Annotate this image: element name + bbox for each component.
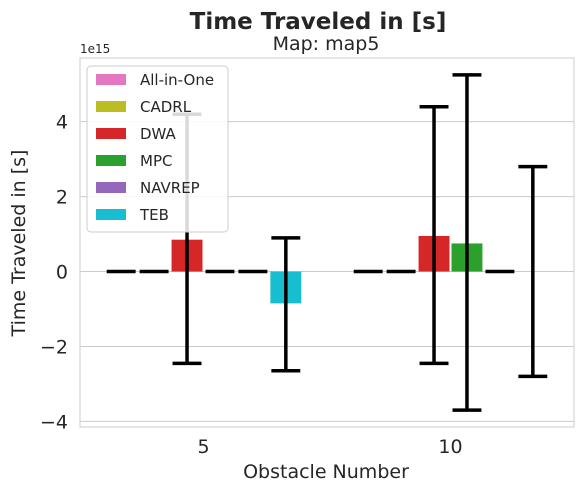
legend-label: DWA	[140, 125, 177, 143]
x-tick-label: 10	[438, 436, 462, 458]
y-axis-label: Time Traveled in [s]	[8, 150, 30, 338]
legend-swatch	[96, 155, 126, 166]
legend-swatch	[96, 209, 126, 220]
y-offset-label: 1e15	[80, 42, 110, 56]
legend-swatch	[96, 182, 126, 193]
legend-swatch	[96, 101, 126, 112]
ticks: −4 −2 0 2 4 5 10	[40, 112, 463, 458]
legend-label: MPC	[140, 152, 172, 170]
legend-swatch	[96, 74, 126, 85]
legend-swatch	[96, 128, 126, 139]
legend-label: TEB	[139, 206, 169, 224]
legend-label: NAVREP	[140, 179, 200, 197]
y-tick-label: −2	[40, 336, 68, 358]
y-tick-label: −4	[40, 411, 68, 433]
x-axis-label: Obstacle Number	[243, 461, 409, 483]
y-tick-label: 0	[56, 262, 68, 284]
legend-label: All-in-One	[140, 71, 214, 89]
chart-title: Time Traveled in [s]	[190, 9, 447, 35]
chart-subtitle: Map: map5	[273, 33, 380, 55]
bars	[171, 235, 483, 304]
y-tick-label: 4	[56, 112, 68, 134]
y-tick-label: 2	[56, 187, 68, 209]
x-tick-label: 5	[197, 436, 209, 458]
plot-frame	[79, 57, 575, 428]
legend-label: CADRL	[140, 98, 192, 116]
legend: All-in-One CADRL DWA MPC NAVREP TEB	[86, 65, 229, 233]
